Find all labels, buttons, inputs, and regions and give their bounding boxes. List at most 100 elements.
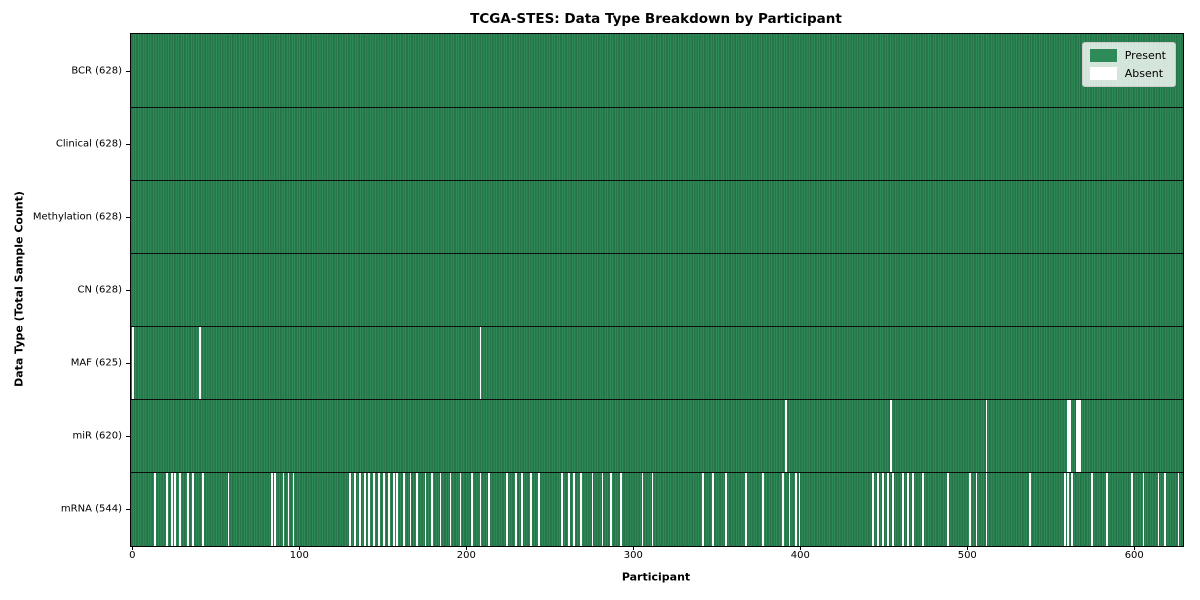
row-separator [131, 326, 1183, 328]
y-tick-mark [126, 216, 130, 218]
y-tick-mark [126, 363, 130, 365]
absent-bar [573, 472, 575, 546]
y-tick-label-cn: CN (628) [77, 284, 122, 296]
absent-bar [651, 472, 654, 546]
absent-bar [568, 472, 570, 546]
absent-bar [1105, 472, 1108, 546]
absent-bar [377, 472, 380, 546]
absent-bar [292, 472, 295, 546]
absent-bar [424, 472, 427, 546]
x-tick-mark [800, 546, 802, 550]
absent-bar [890, 399, 893, 473]
absent-bar [591, 472, 594, 546]
absent-bar [922, 472, 924, 546]
absent-bar [1064, 472, 1066, 546]
absent-bar [795, 472, 798, 546]
absent-bar [459, 472, 462, 546]
absent-bar [282, 472, 285, 546]
absent-bar [359, 472, 362, 546]
absent-bar [382, 472, 385, 546]
absent-bar [902, 472, 904, 546]
x-tick-mark [1134, 546, 1136, 550]
row-separator [131, 472, 1183, 474]
x-tick-label: 100 [289, 550, 309, 561]
absent-bar [975, 472, 978, 546]
absent-bar [187, 472, 190, 546]
absent-bar [202, 472, 205, 546]
absent-bar [165, 472, 168, 546]
absent-bar [872, 472, 874, 546]
absent-bar [781, 472, 784, 546]
absent-bar [439, 472, 442, 546]
absent-bar [170, 472, 173, 546]
absent-bar [798, 472, 801, 546]
absent-bar [1157, 472, 1160, 546]
legend-swatch-absent [1089, 67, 1117, 80]
absent-bar [711, 472, 714, 546]
absent-bar [392, 472, 395, 546]
absent-bar [132, 326, 135, 400]
y-tick-mark [126, 509, 130, 511]
row-separator [131, 106, 1183, 108]
absent-bar [449, 472, 452, 546]
row-maf-bars [131, 326, 1183, 400]
absent-bar [579, 472, 582, 546]
absent-bar [367, 472, 370, 546]
y-tick-label-mir: miR (620) [72, 430, 122, 442]
absent-bar [1130, 472, 1133, 546]
absent-bar [479, 472, 482, 546]
absent-bar [1164, 472, 1167, 546]
absent-bar [912, 472, 914, 546]
absent-bar [1070, 472, 1073, 546]
y-tick-mark [126, 70, 130, 72]
row-mir-bars [131, 399, 1183, 473]
absent-bar [1077, 399, 1080, 473]
absent-bar [1079, 399, 1081, 473]
absent-bar [785, 399, 788, 473]
absent-bar [409, 472, 412, 546]
x-tick-mark [466, 546, 468, 550]
y-tick-label-clinical: Clinical (628) [55, 138, 122, 150]
x-tick-label: 0 [129, 550, 136, 561]
row-clinical-bars [131, 107, 1183, 181]
y-tick-label-bcr: BCR (628) [71, 65, 122, 77]
absent-bar [985, 399, 988, 473]
row-cn-bars [131, 253, 1183, 327]
absent-bar [431, 472, 434, 546]
absent-bar [471, 472, 474, 546]
absent-bar [641, 472, 644, 546]
absent-bar [387, 472, 390, 546]
absent-bar [506, 472, 509, 546]
y-tick-mark [126, 436, 130, 438]
absent-bar [701, 472, 704, 546]
absent-bar [529, 472, 532, 546]
absent-bar [372, 472, 375, 546]
absent-bar [745, 472, 747, 546]
absent-bar [154, 472, 156, 546]
absent-bar [561, 472, 564, 546]
absent-bar [270, 472, 273, 546]
legend-entry-present: Present [1089, 49, 1166, 62]
x-tick-mark [299, 546, 301, 550]
row-mrna-bars [131, 472, 1183, 546]
absent-bar [619, 472, 622, 546]
absent-bar [882, 472, 884, 546]
absent-bar [364, 472, 367, 546]
absent-bar [192, 472, 195, 546]
x-tick-mark [132, 546, 134, 550]
absent-bar [788, 472, 791, 546]
absent-bar [521, 472, 524, 546]
y-tick-label-mrna: mRNA (544) [60, 503, 122, 515]
absent-bar [396, 472, 398, 546]
absent-bar [1075, 399, 1078, 473]
absent-bar [601, 472, 604, 546]
absent-bar [907, 472, 909, 546]
legend-entry-absent: Absent [1089, 67, 1166, 80]
row-separator [131, 399, 1183, 401]
absent-bar [354, 472, 357, 546]
y-tick-label-maf: MAF (625) [70, 357, 122, 369]
absent-bar [1090, 472, 1093, 546]
absent-bar [538, 472, 540, 546]
absent-bar [274, 472, 277, 546]
absent-bar [402, 472, 405, 546]
